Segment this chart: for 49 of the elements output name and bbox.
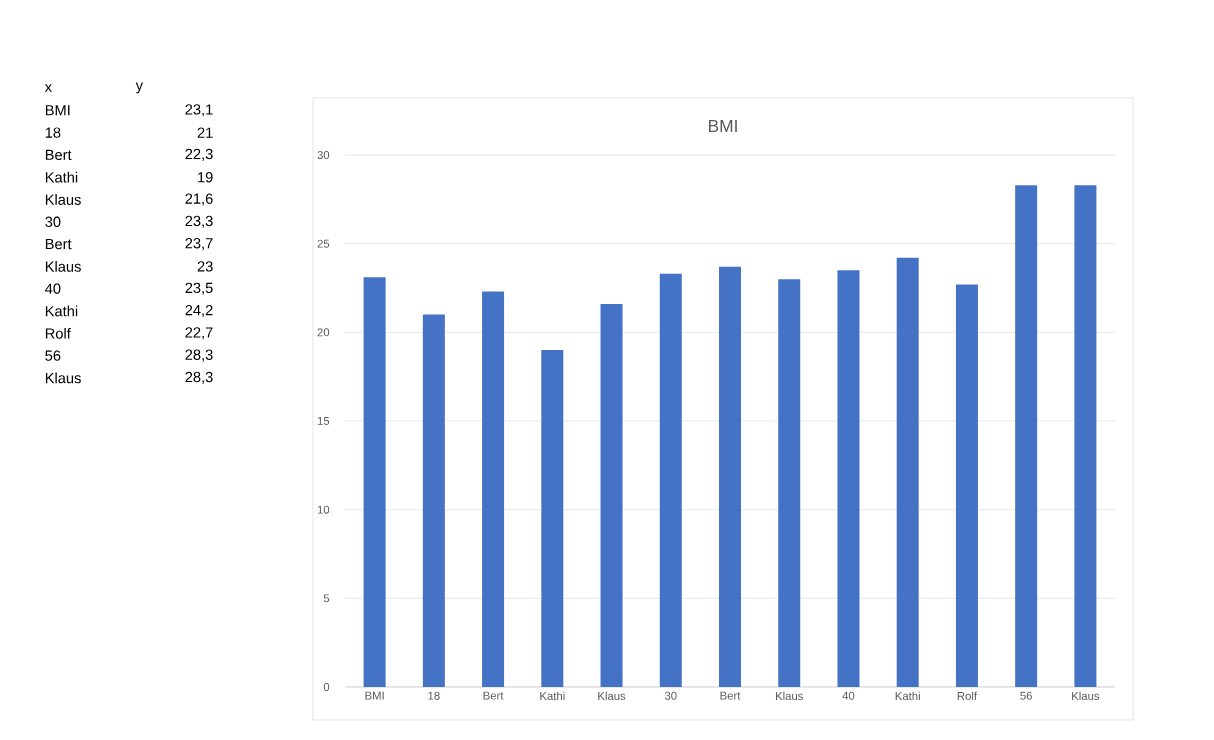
- x-tick-label: Rolf: [957, 691, 978, 701]
- text: 23: [197, 261, 213, 272]
- text: y: [135, 82, 144, 94]
- y-tick-label: 25: [317, 239, 330, 248]
- x-tick-label: Bert: [483, 691, 504, 700]
- x-tick-label: 40: [842, 691, 855, 700]
- text: 23,5: [185, 282, 213, 295]
- y-tick-label: 20: [317, 328, 330, 337]
- category-label: Klaus: [45, 194, 81, 205]
- x-tick-label: Bert: [720, 691, 741, 700]
- y-tick-label: 5: [323, 594, 330, 603]
- category-label: Kathi: [45, 305, 78, 317]
- text: 23,3: [185, 215, 213, 228]
- y-tick-label: 15: [317, 417, 330, 425]
- category-label: 40: [45, 283, 61, 294]
- text: 21,6: [185, 193, 213, 206]
- category-label: Klaus: [45, 261, 81, 272]
- category-label: Klaus: [45, 372, 81, 384]
- x-tick-label: Kathi: [895, 691, 920, 701]
- text: 23,7: [185, 238, 213, 251]
- category-label: 56: [45, 350, 61, 361]
- category-label: Rolf: [45, 327, 71, 339]
- y-tick-label: 0: [323, 683, 330, 691]
- text: 23,1: [185, 104, 213, 117]
- y-tick-label: 10: [317, 505, 330, 514]
- x-tick-label: 30: [664, 691, 677, 700]
- x-tick-label: Kathi: [540, 691, 565, 701]
- text: 22,7: [185, 327, 213, 340]
- text: 24,2: [185, 304, 213, 318]
- x-tick-label: Klaus: [1072, 691, 1100, 701]
- category-label: Bert: [45, 149, 72, 161]
- chart-title: BMI: [709, 120, 737, 132]
- text: 28,3: [185, 371, 213, 384]
- category-label: Kathi: [45, 171, 78, 183]
- x-tick-label: Klaus: [598, 691, 626, 701]
- text: 19: [198, 172, 213, 183]
- y-tick-label: 30: [317, 151, 330, 160]
- category-label: Bert: [45, 238, 72, 250]
- category-label: BMI: [45, 105, 70, 116]
- category-label: 18: [45, 127, 61, 138]
- text: x: [44, 84, 52, 92]
- x-tick-label: Klaus: [775, 691, 803, 701]
- category-label: 30: [45, 216, 61, 227]
- x-tick-label: BMI: [365, 691, 384, 700]
- x-tick-label: 56: [1020, 691, 1032, 700]
- text: 22,3: [185, 148, 213, 161]
- text: 21: [197, 127, 213, 138]
- text: 28,3: [185, 349, 213, 362]
- x-tick-label: 18: [428, 691, 440, 700]
